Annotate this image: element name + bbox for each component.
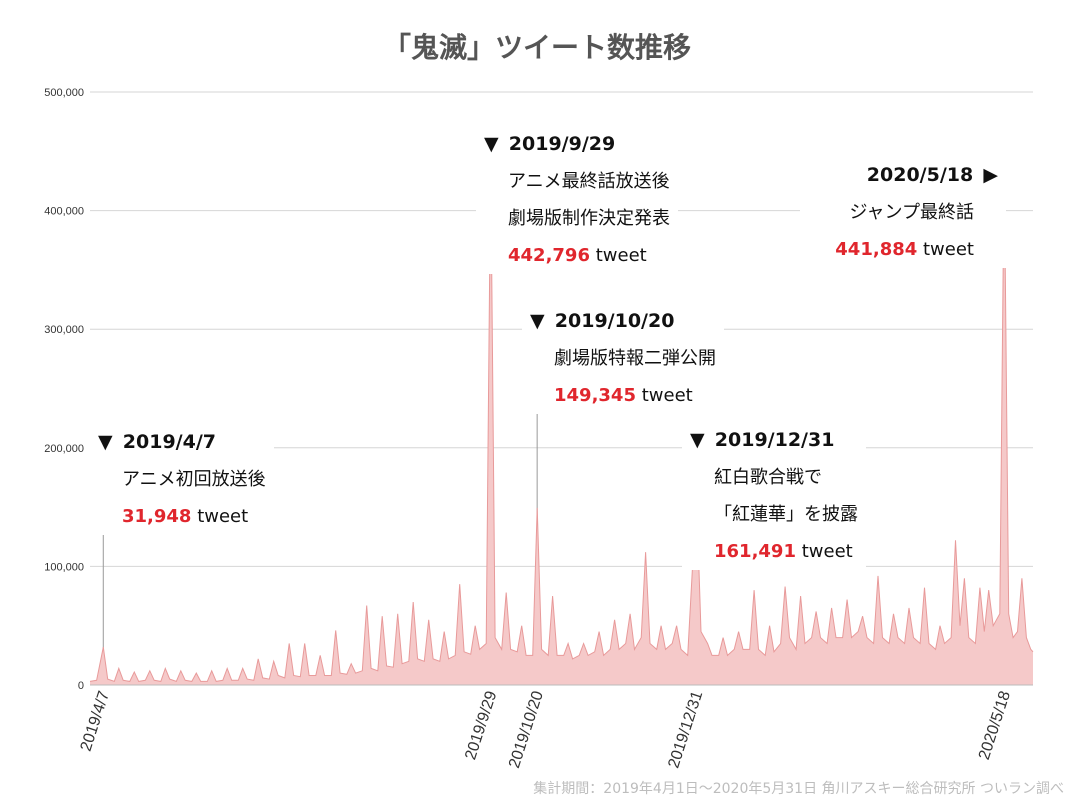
x-tick-label: 2019/10/20 [506, 689, 547, 771]
y-tick-label: 400,000 [44, 206, 84, 218]
annotation-value: 442,796 [508, 245, 590, 266]
y-tick-label: 500,000 [44, 87, 84, 99]
annotation-2019-10-20: ▼ 2019/10/20 劇場版特報二弾公開 149,345 tweet [522, 303, 724, 414]
annotation-unit: tweet [801, 541, 853, 562]
annotation-date: 2019/10/20 [554, 310, 675, 332]
annotation-description: 劇場版特報二弾公開 [554, 348, 716, 369]
annotation-description: ジャンプ最終話 [849, 202, 974, 223]
annotation-unit: tweet [641, 385, 693, 406]
annotation-date: 2020/5/18 [866, 164, 974, 186]
x-tick-label: 2019/12/31 [665, 689, 706, 771]
annotation-description: 「紅蓮華」を披露 [714, 504, 858, 525]
annotation-marker: ▼ [690, 429, 705, 451]
annotation-description: アニメ初回放送後 [122, 469, 266, 490]
annotation-date: 2019/9/29 [508, 133, 616, 155]
annotation-marker: ▶ [983, 164, 998, 186]
y-tick-label: 200,000 [44, 443, 84, 455]
annotation-description: アニメ最終話放送後 [508, 171, 670, 192]
annotation-unit: tweet [595, 245, 647, 266]
chart-title: 「鬼滅」ツイート数推移 [382, 31, 691, 64]
annotation-value: 31,948 [122, 506, 192, 527]
annotation-description: 劇場版制作決定発表 [508, 208, 670, 229]
source-credit: 集計期間：2019年4月1日〜2020年5月31日 角川アスキー総合研究所 つい… [533, 781, 1064, 797]
annotation-marker: ▼ [98, 431, 113, 453]
y-tick-label: 300,000 [44, 324, 84, 336]
annotation-marker: ▼ [484, 133, 499, 155]
y-tick-label: 100,000 [44, 561, 84, 573]
annotation-2019-9-29: ▼ 2019/9/29 アニメ最終話放送後 劇場版制作決定発表 442,796 … [476, 126, 678, 274]
annotation-marker: ▼ [530, 310, 545, 332]
annotation-unit: tweet [923, 239, 974, 260]
annotation-date: 2019/12/31 [714, 429, 835, 451]
y-tick-label: 0 [78, 680, 84, 692]
annotation-description: 紅白歌合戦で [714, 467, 822, 488]
series-line [89, 159, 1034, 683]
annotation-value: 441,884 [835, 239, 918, 260]
annotation-date: 2019/4/7 [122, 431, 216, 453]
annotation-2020-5-18: 2020/5/18 ▶ ジャンプ最終話 441,884 tweet [800, 157, 1006, 268]
annotation-2019-12-31: ▼ 2019/12/31 紅白歌合戦で 「紅蓮華」を披露 161,491 twe… [682, 422, 866, 570]
x-tick-label: 2019/4/7 [78, 689, 113, 754]
x-tick-label: 2020/5/18 [976, 689, 1014, 762]
x-tick-label: 2019/9/29 [462, 689, 500, 762]
annotation-unit: tweet [197, 506, 249, 527]
annotation-value: 161,491 [714, 541, 796, 562]
annotation-value: 149,345 [554, 385, 636, 406]
annotation-2019-4-7: ▼ 2019/4/7 アニメ初回放送後 31,948 tweet [90, 424, 274, 535]
